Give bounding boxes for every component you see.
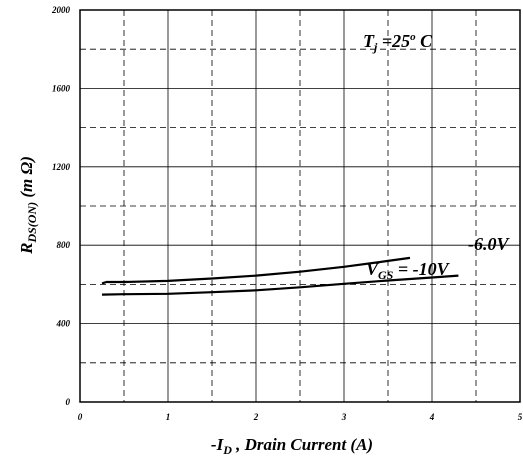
x-tick-label: 2 — [253, 412, 259, 422]
grid — [80, 10, 520, 402]
tick-labels: 0 1 2 3 4 5 0 400 800 1200 1600 2000 — [51, 5, 523, 422]
x-tick-label: 0 — [78, 412, 83, 422]
y-tick-label: 0 — [66, 397, 71, 407]
x-tick-label: 4 — [429, 412, 435, 422]
series-label-6v: -6.0V — [468, 234, 510, 254]
y-tick-label: 1200 — [52, 162, 71, 172]
plot-frame — [79, 9, 521, 403]
x-tick-label: 5 — [518, 412, 523, 422]
x-tick-label: 1 — [166, 412, 171, 422]
x-axis-label: -ID , Drain Current (A) — [211, 435, 373, 457]
series-line-2 — [101, 274, 459, 296]
y-tick-label: 800 — [57, 240, 71, 250]
series-layer — [101, 256, 459, 296]
temperature-annotation: Tj =25o C — [363, 31, 433, 54]
series-line-1 — [101, 256, 411, 285]
y-axis-label: RDS(ON) (m Ω) — [17, 156, 39, 255]
x-tick-label: 3 — [341, 412, 347, 422]
series-label-10v: VGS = -10V — [366, 259, 451, 282]
y-tick-label: 2000 — [51, 5, 71, 15]
y-tick-label: 1600 — [52, 83, 71, 93]
y-tick-label: 400 — [56, 319, 71, 329]
